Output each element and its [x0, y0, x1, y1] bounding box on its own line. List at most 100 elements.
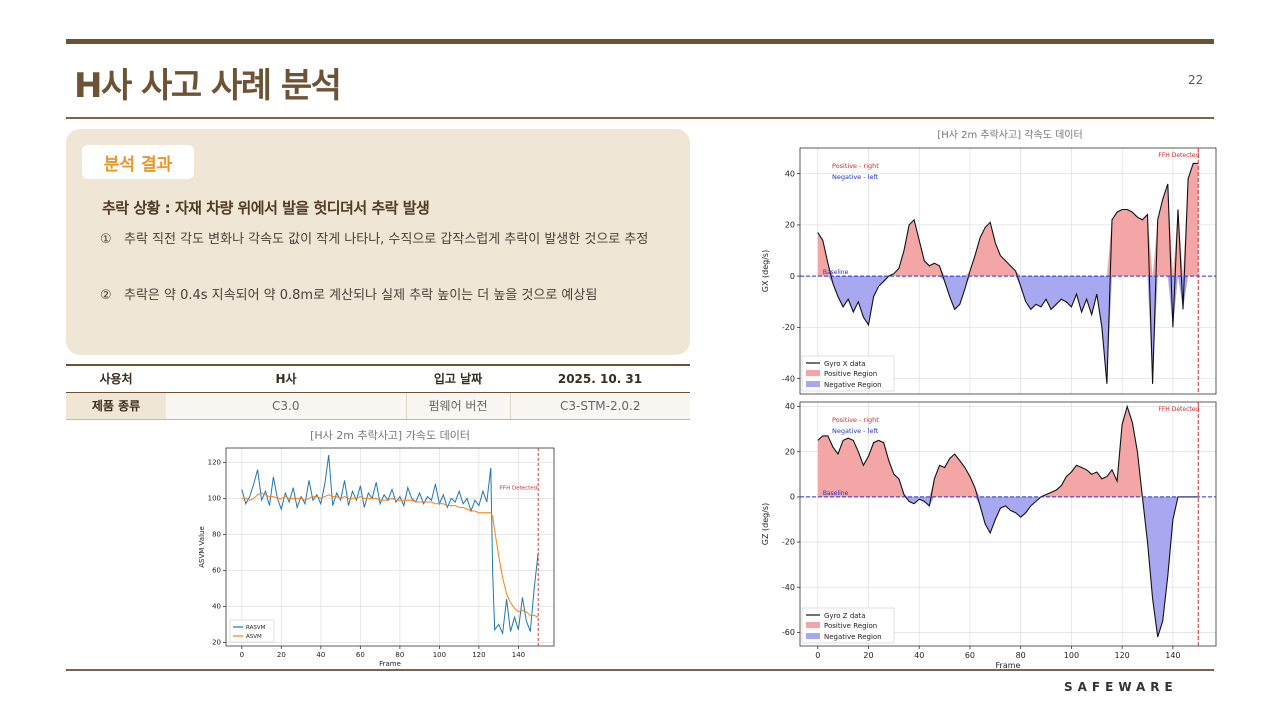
y-tick-label: 0 [790, 493, 795, 502]
analysis-item: ① 추락 직전 각도 변화나 각속도 값이 작게 나타나, 수직으로 갑작스럽게… [100, 227, 660, 253]
x-tick-label: 60 [356, 651, 365, 659]
table-cell-label: 펌웨어 버전 [405, 392, 510, 420]
ffh-detected-label: FFH Detected [1158, 406, 1199, 413]
table-cell-label: 제품 종류 [66, 392, 166, 420]
plot-frame [799, 147, 1217, 395]
y-tick-label: -60 [782, 628, 795, 637]
legend-label: Positive Region [824, 370, 877, 378]
legend-swatch [806, 370, 820, 376]
ffh-detected-label: FFH Detected [500, 485, 537, 491]
y-tick-label: -20 [782, 323, 795, 332]
table-cell-label: 사용처 [66, 364, 166, 393]
x-tick-label: 0 [815, 651, 820, 660]
y-axis-label: GX (deg/s) [761, 250, 770, 292]
negative-region [817, 276, 1199, 384]
y-tick-label: 0 [790, 272, 795, 281]
positive-region [817, 406, 1199, 497]
x-tick-label: 40 [914, 651, 924, 660]
analysis-panel: 분석 결과 추락 상황 : 자재 차량 위에서 발을 헛디뎌서 추락 발생 ① … [66, 129, 690, 355]
x-tick-label: 100 [1064, 651, 1079, 660]
table-cell-value: H사 [166, 364, 406, 393]
annotation-negative: Negative - left [832, 173, 879, 181]
analysis-heading: 추락 상황 : 자재 차량 위에서 발을 헛디뎌서 추락 발생 [102, 199, 430, 217]
plot-area [800, 148, 1216, 394]
x-tick-label: 120 [1115, 651, 1130, 660]
y-tick-label: 20 [785, 447, 795, 456]
x-tick-label: 20 [277, 651, 286, 659]
legend-swatch [806, 381, 820, 387]
item-text: 추락 직전 각도 변화나 각속도 값이 작게 나타나, 수직으로 갑작스럽게 추… [124, 232, 649, 247]
x-tick-label: 120 [472, 651, 485, 659]
bottom-rule [66, 669, 1214, 671]
series-line-asvm [241, 492, 539, 618]
series-line-gyro [817, 404, 1199, 638]
item-text: 추락은 약 0.4s 지속되어 약 0.8m로 계산되나 실제 추락 높이는 더… [124, 288, 598, 303]
annotation-positive: Positive - right [832, 416, 879, 424]
gyro-chart: [H사 2m 추락사고] 각속도 데이터 -40 -20 0 20 40 GX (deg/s… [761, 129, 1217, 670]
baseline-label: Baseline [823, 269, 849, 276]
y-tick-label: 80 [212, 531, 221, 539]
annotation-negative: Negative - left [832, 427, 879, 435]
negative-region [817, 496, 1199, 637]
x-tick-label: 80 [1016, 651, 1026, 660]
table-row: 사용처 H사 입고 날짜 2025. 10. 31 [66, 364, 690, 393]
plot-area [800, 402, 1216, 646]
info-table: 사용처 H사 입고 날짜 2025. 10. 31 제품 종류 C3.0 펌웨어… [66, 364, 690, 420]
item-number: ② [100, 288, 112, 303]
y-tick-label: 40 [785, 402, 795, 411]
y-tick-label: -40 [782, 583, 795, 592]
table-cell-value: C3-STM-2.0.2 [509, 392, 690, 420]
y-tick-label: -20 [782, 538, 795, 547]
y-tick-label: 20 [785, 221, 795, 230]
top-rule [66, 39, 1214, 44]
y-tick-label: 100 [208, 495, 221, 503]
page-title: H사 사고 사례 분석 [74, 66, 342, 106]
legend-label: Positive Region [824, 622, 877, 630]
y-tick-label: 60 [212, 567, 221, 575]
legend-label: Gyro X data [824, 360, 866, 368]
x-tick-label: 20 [863, 651, 873, 660]
legend-label: Negative Region [824, 633, 882, 641]
x-axis-label: Frame [996, 661, 1021, 670]
table-cell-label: 입고 날짜 [406, 364, 510, 393]
plot-frame [799, 401, 1217, 647]
y-axis-label: ASVM Value [198, 526, 206, 568]
baseline-label: Baseline [823, 490, 849, 497]
table-row: 제품 종류 C3.0 펌웨어 버전 C3-STM-2.0.2 [66, 392, 690, 420]
positive-region [817, 163, 1199, 277]
legend-label: ASVM [246, 634, 262, 640]
x-tick-label: 100 [433, 651, 446, 659]
legend-label: RASVM [246, 625, 266, 631]
annotation-positive: Positive - right [832, 162, 879, 170]
y-tick-label: 40 [785, 169, 795, 178]
brand-logo: SAFEWARE [1064, 680, 1178, 694]
x-tick-label: 60 [965, 651, 975, 660]
analysis-badge: 분석 결과 [82, 145, 194, 179]
item-number: ① [100, 232, 112, 247]
plot-frame [225, 447, 555, 647]
title-rule [66, 117, 1214, 119]
x-tick-label: 140 [512, 651, 525, 659]
x-tick-label: 0 [240, 651, 244, 659]
legend-label: Negative Region [824, 381, 882, 389]
y-tick-label: 40 [212, 603, 221, 611]
x-tick-label: 80 [395, 651, 404, 659]
series-line-rasvm [241, 455, 539, 636]
chart-title: [H사 2m 추락사고] 가속도 데이터 [310, 429, 470, 442]
legend-swatch [806, 633, 820, 639]
series-line-gyro [817, 162, 1199, 384]
chart-title: [H사 2m 추락사고] 각속도 데이터 [937, 129, 1082, 141]
y-tick-label: 20 [212, 639, 221, 647]
acceleration-chart: [H사 2m 추락사고] 가속도 데이터 0 20 40 60 80 100 120 140 20… [198, 429, 555, 668]
x-tick-label: 140 [1165, 651, 1180, 660]
analysis-item: ② 추락은 약 0.4s 지속되어 약 0.8m로 계산되나 실제 추락 높이는… [100, 283, 660, 309]
y-axis-label: GZ (deg/s) [761, 503, 770, 545]
x-axis-label: Frame [379, 660, 401, 668]
page-number: 22 [1188, 73, 1204, 87]
ffh-detected-label: FFH Detected [1158, 152, 1199, 159]
table-cell-value: C3.0 [166, 392, 406, 420]
legend-swatch [806, 622, 820, 628]
x-tick-label: 40 [316, 651, 325, 659]
y-tick-label: 120 [208, 459, 221, 467]
y-tick-label: -40 [782, 374, 795, 383]
